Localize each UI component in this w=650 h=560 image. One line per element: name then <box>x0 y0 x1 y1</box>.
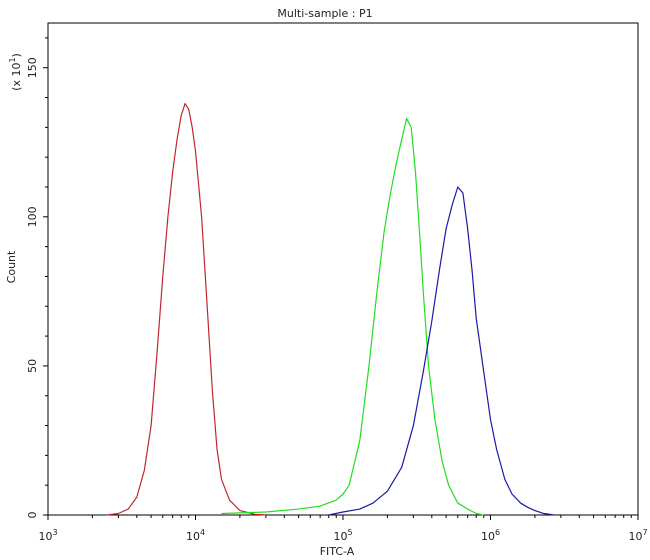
histogram-series-3 <box>328 186 555 516</box>
plot-frame <box>47 22 639 516</box>
y-tick-label: 100 <box>26 206 39 227</box>
chart-title: Multi-sample : P1 <box>277 7 372 20</box>
x-tick-label: 104 <box>186 528 205 543</box>
x-tick-label: 103 <box>38 528 57 543</box>
x-axis-ticks: 103 104 105 106 107 <box>38 515 648 543</box>
y-tick-label: 0 <box>26 512 39 519</box>
x-tick-label: 105 <box>333 528 352 543</box>
y-multiplier: (x 101) <box>8 53 23 91</box>
y-axis-ticks: 0 50 100 150 <box>26 37 48 519</box>
y-tick-label: 50 <box>26 359 39 373</box>
x-axis-label: FITC-A <box>320 545 355 558</box>
x-tick-label: 107 <box>628 528 647 543</box>
y-tick-label: 150 <box>26 57 39 78</box>
histogram-series-1 <box>106 102 266 516</box>
y-multiplier-label: (x 10 <box>10 63 23 91</box>
y-multiplier-exp: 1 <box>8 57 17 62</box>
y-axis-label: Count <box>5 250 18 283</box>
series-layer <box>106 102 555 516</box>
x-tick-label: 106 <box>481 528 500 543</box>
histogram-series-2 <box>221 117 484 516</box>
svg-text:(x 101): (x 101) <box>8 53 23 91</box>
